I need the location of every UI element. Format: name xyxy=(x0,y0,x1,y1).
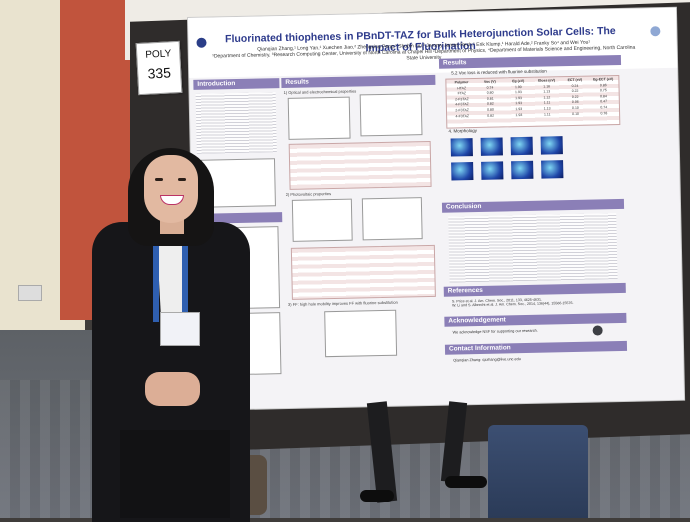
voc-table-cell: 4-F3TAZ xyxy=(455,113,470,118)
mobility-chart xyxy=(324,309,398,358)
voc-table-cell: 0.82 xyxy=(487,113,495,118)
subhead-voc: 5.2 Voc loss is reduced with fluorine su… xyxy=(451,68,547,76)
optical-properties-table xyxy=(288,140,432,190)
wall-outlet xyxy=(18,285,42,301)
section-conclusion: Conclusion xyxy=(441,198,625,213)
research-poster: Fluorinated thiophenes in PBnDT-TAZ for … xyxy=(188,7,685,410)
voc-table-body: Polymer Voc (V) Eg (eV) Eloss (eV) ECT (eV) E… xyxy=(447,77,618,120)
poster-number-sign: POLY 335 xyxy=(135,40,183,96)
voc-table-cell: 0.78 xyxy=(600,110,608,115)
absorption-spectrum-chart xyxy=(287,96,351,140)
voc-table-cell: 0.10 xyxy=(572,111,580,116)
black-heel-shoe xyxy=(445,476,487,488)
afm-image xyxy=(510,136,533,156)
eqe-chart xyxy=(361,197,423,241)
voc-table-cell: 1.11 xyxy=(543,111,551,117)
university-seal-icon xyxy=(650,26,661,37)
nsf-logo-icon xyxy=(592,325,603,336)
afm-image xyxy=(451,162,474,181)
section-contact: Contact Information xyxy=(444,340,628,355)
section-results-left: Results xyxy=(281,74,436,89)
presenter-eye xyxy=(178,178,186,181)
subhead-ff: 3) FF: high hole mobility improves FF wi… xyxy=(287,299,398,307)
subhead-optical: 1) Optical and electrochemical propertie… xyxy=(283,88,357,96)
afm-image xyxy=(541,160,564,179)
contact-text: Qianqian Zhang: qzzhang@live.unc.edu xyxy=(453,357,521,363)
name-badge xyxy=(160,312,200,346)
subhead-morphology: 4. Morphology xyxy=(448,127,478,134)
photovoltaic-table xyxy=(290,244,436,300)
cv-chart xyxy=(359,93,423,137)
voc-loss-table: Polymer Voc (V) Eg (eV) Eloss (eV) ECT (eV) E… xyxy=(445,74,621,129)
afm-image xyxy=(480,137,503,156)
afm-image xyxy=(450,138,473,157)
sign-line-2: 335 xyxy=(147,64,172,82)
section-references: References xyxy=(443,282,626,297)
sign-line-1: POLY xyxy=(145,48,172,61)
section-introduction: Introduction xyxy=(193,78,280,90)
jv-curve-chart xyxy=(291,198,353,242)
afm-image xyxy=(540,136,563,155)
subhead-photovoltaic: 2) Photovoltaic properties xyxy=(285,191,332,197)
voc-table-cell: 1.93 xyxy=(515,112,523,117)
black-heel-shoe xyxy=(360,490,394,502)
presenter-eye xyxy=(155,178,163,181)
poster-header: Fluorinated thiophenes in PBnDT-TAZ for … xyxy=(188,7,678,78)
references-list: S. Price et al. J. Am. Chem. Soc., 2011,… xyxy=(452,296,620,308)
afm-image xyxy=(511,160,534,180)
conclusion-text-block xyxy=(448,213,618,283)
lanyard-strap xyxy=(153,226,159,322)
intro-text-block xyxy=(195,92,277,154)
acknowledgement-text: We acknowledge NSF for supporting our re… xyxy=(452,328,538,335)
presenter-hands xyxy=(145,372,200,406)
afm-image xyxy=(481,161,504,180)
section-acknowledgement: Acknowledgement xyxy=(444,312,627,327)
university-logo-icon xyxy=(196,37,207,48)
lanyard-strap xyxy=(182,226,188,322)
presenter-pants xyxy=(120,430,230,518)
presenter-face xyxy=(144,155,198,223)
person-in-jeans xyxy=(488,425,588,518)
